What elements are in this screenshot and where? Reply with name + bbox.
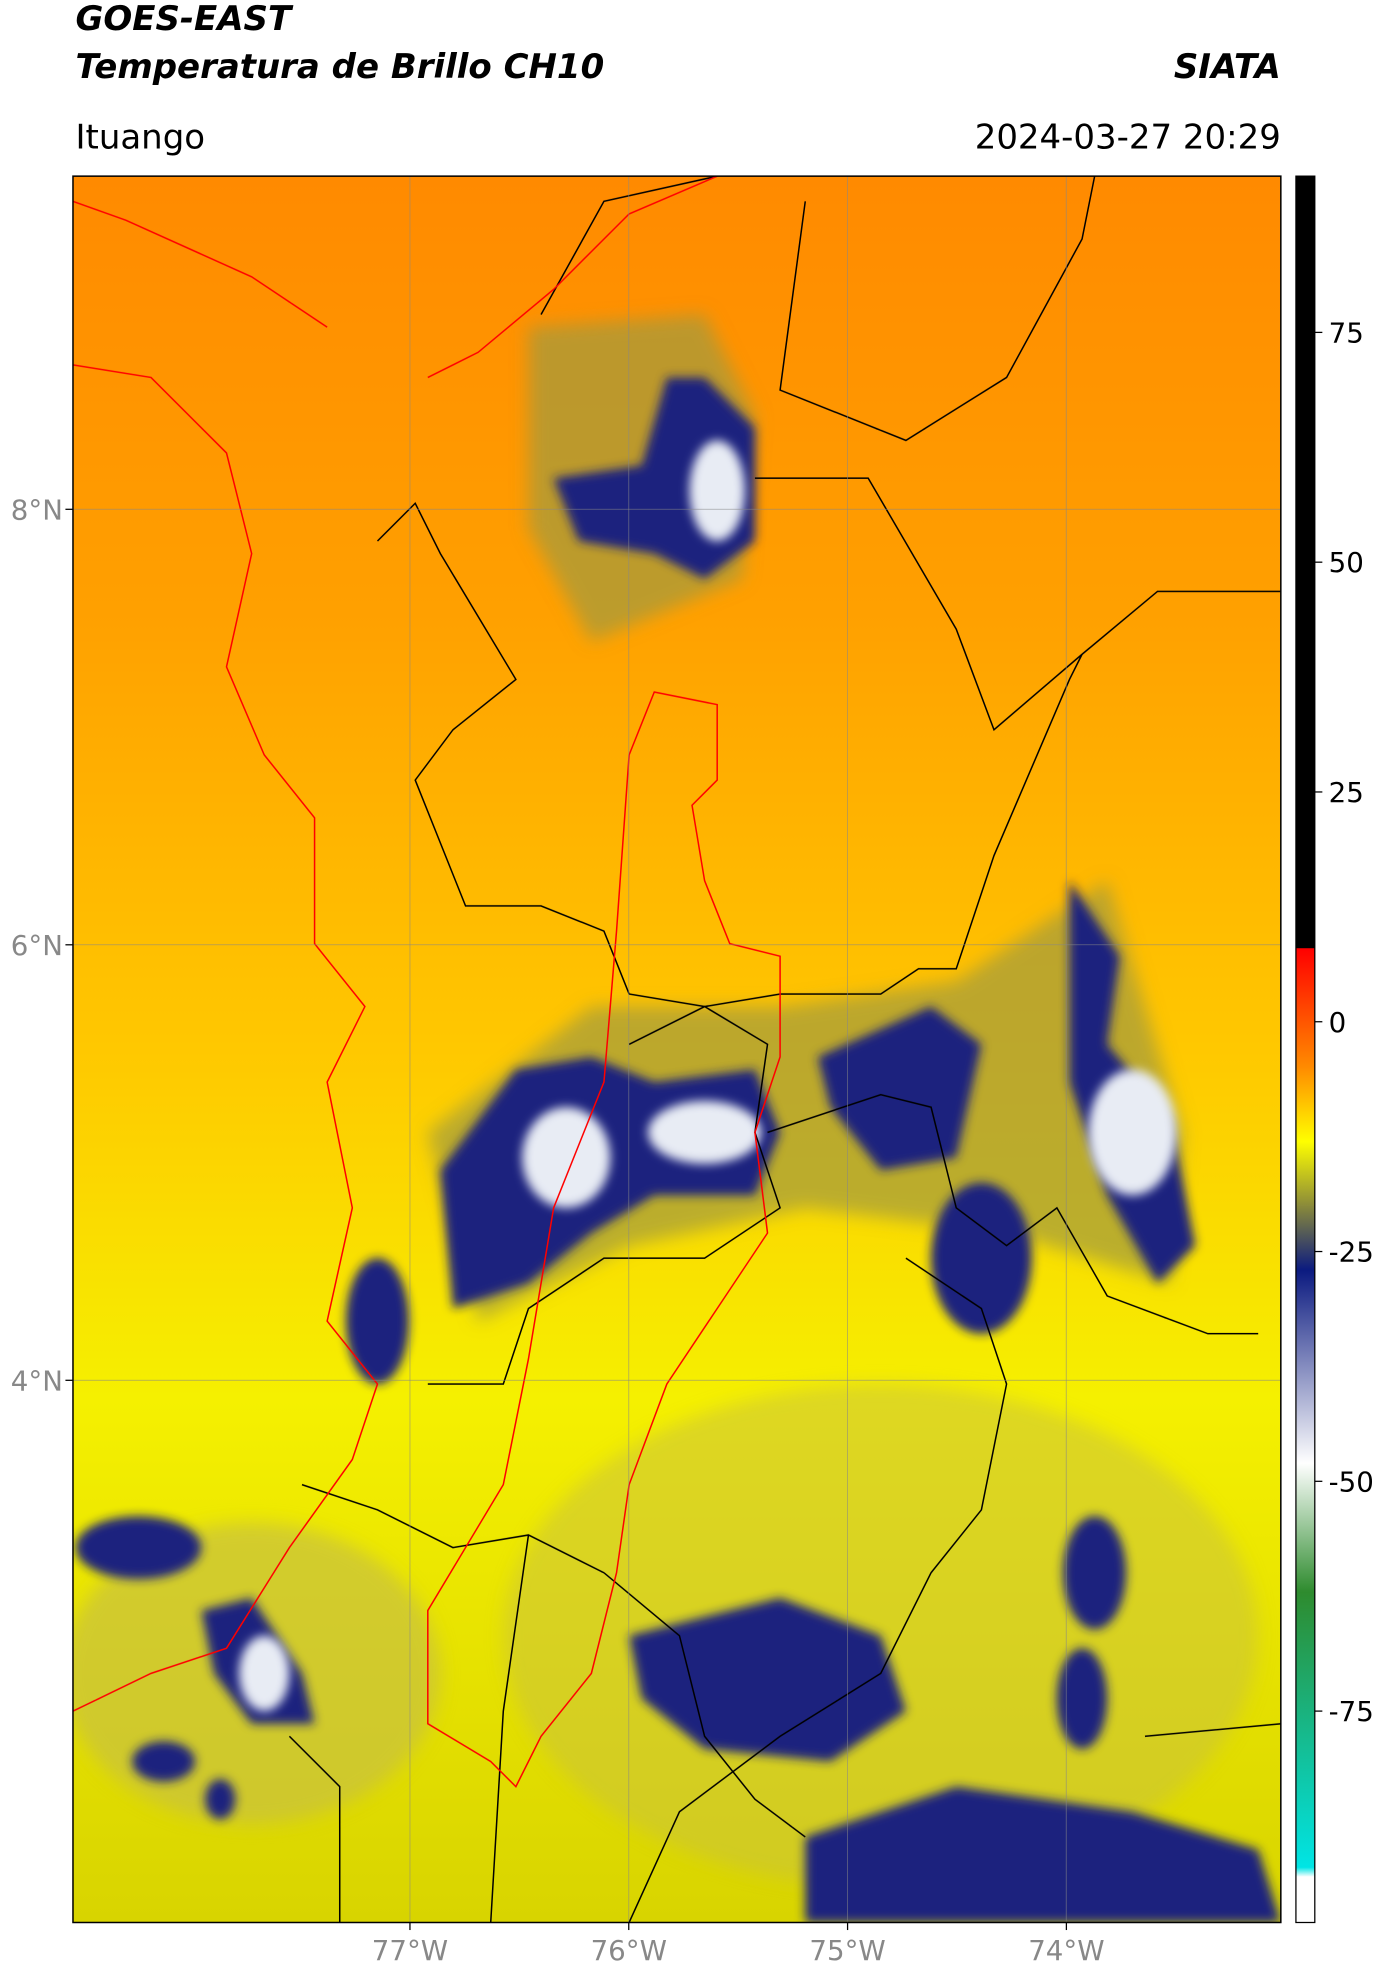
colorbar: 75 50 25 0 -25 -50 -75 — [1295, 176, 1374, 1923]
lat-tick-label: 4°N — [11, 1364, 63, 1397]
colorbar-segment — [1295, 1067, 1315, 1142]
satellite-image — [72, 176, 1281, 1923]
title: GOES-EAST — [75, 0, 293, 39]
grid: 77°W 76°W 75°W 74°W 8°N 6°N 4°N — [11, 176, 1281, 1967]
colorbar-segment — [1295, 1591, 1315, 1868]
colorbar-tick-label: 50 — [1329, 546, 1364, 579]
colorbar-segment — [1295, 1141, 1315, 1206]
colorbar-tick-label: -75 — [1329, 1695, 1374, 1728]
subtitle: Temperatura de Brillo CH10 — [75, 47, 604, 87]
lon-tick-label: 75°W — [809, 1934, 885, 1967]
borders — [288, 176, 1281, 1923]
lon-tick-label: 74°W — [1028, 1934, 1104, 1967]
datetime: 2024-03-27 20:29 — [975, 117, 1281, 157]
map-frame — [72, 175, 1282, 1924]
lon-tick-label: 76°W — [591, 1934, 667, 1967]
colorbar-segment — [1295, 948, 1315, 1069]
colorbar-segment — [1295, 1205, 1315, 1271]
location: Ituango — [75, 117, 205, 157]
source: SIATA — [1174, 47, 1281, 87]
colorbar-tick-label: -25 — [1329, 1236, 1374, 1269]
colorbar-tick-label: 0 — [1329, 1006, 1347, 1039]
colorbar-segment — [1295, 1867, 1315, 1877]
lat-tick-label: 6°N — [11, 929, 63, 962]
colorbar-segment — [1295, 176, 1315, 949]
colorbar-tick-label: -50 — [1329, 1465, 1374, 1498]
lat-tick-label: 8°N — [11, 493, 63, 526]
coast-and-basin — [72, 176, 781, 1788]
colorbar-tick-label: 75 — [1329, 316, 1364, 349]
colorbar-segment — [1295, 1462, 1315, 1592]
colorbar-segment — [1295, 1876, 1315, 1923]
lon-tick-label: 77°W — [372, 1934, 448, 1967]
colorbar-segment — [1295, 1269, 1315, 1464]
colorbar-frame — [1295, 175, 1316, 1924]
colorbar-tick-label: 25 — [1329, 776, 1364, 809]
